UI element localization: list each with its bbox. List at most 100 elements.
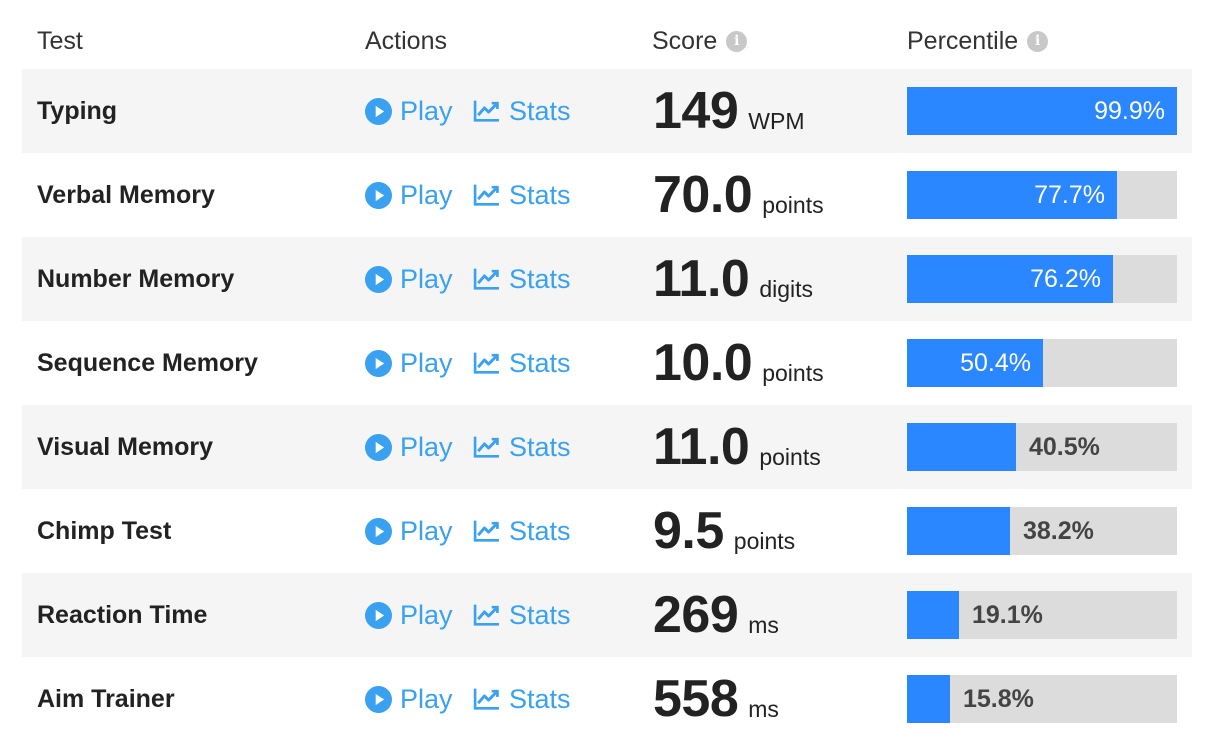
play-link[interactable]: Play: [365, 573, 453, 657]
line-chart-icon: [473, 604, 499, 626]
table-row: Reaction Time Play Stats 269 ms 19.1%: [22, 573, 1192, 657]
score-unit: ms: [748, 612, 779, 638]
play-label: Play: [400, 683, 453, 714]
play-link[interactable]: Play: [365, 237, 453, 321]
play-circle-icon: [365, 265, 392, 293]
percentile-bar-fill: [907, 507, 1010, 555]
percentile-label: 77.7%: [1034, 180, 1105, 209]
table-row: Typing Play Stats 149 WPM 99.9%: [22, 69, 1192, 153]
percentile-label: 15.8%: [963, 684, 1034, 713]
play-link[interactable]: Play: [365, 69, 453, 153]
percentile-bar-fill: [907, 171, 1117, 219]
percentile-bar: 77.7%: [907, 171, 1177, 219]
stats-label: Stats: [509, 263, 571, 294]
score-value: 70.0: [653, 166, 753, 224]
test-name: Aim Trainer: [37, 684, 175, 713]
play-circle-icon: [365, 97, 392, 125]
stats-label: Stats: [509, 515, 571, 546]
test-name: Typing: [37, 96, 118, 125]
header-actions: Actions: [365, 27, 447, 55]
percentile-bar-fill: [907, 423, 1016, 471]
test-name: Verbal Memory: [37, 180, 215, 209]
percentile-bar: 40.5%: [907, 423, 1177, 471]
test-name: Sequence Memory: [37, 348, 258, 377]
line-chart-icon: [473, 184, 499, 206]
stats-link[interactable]: Stats: [473, 489, 571, 573]
percentile-label: 40.5%: [1029, 432, 1100, 461]
table-row: Visual Memory Play Stats 11.0 points 40.…: [22, 405, 1192, 489]
play-link[interactable]: Play: [365, 657, 453, 741]
play-circle-icon: [365, 517, 392, 545]
table-row: Number Memory Play Stats 11.0 digits 76.…: [22, 237, 1192, 321]
play-label: Play: [400, 347, 453, 378]
line-chart-icon: [473, 520, 499, 542]
table-row: Chimp Test Play Stats 9.5 points 38.2%: [22, 489, 1192, 573]
play-circle-icon: [365, 433, 392, 461]
stats-link[interactable]: Stats: [473, 573, 571, 657]
percentile-bar: 38.2%: [907, 507, 1177, 555]
stats-link[interactable]: Stats: [473, 657, 571, 741]
test-name: Visual Memory: [37, 432, 214, 461]
percentile-label: 38.2%: [1023, 516, 1094, 545]
play-link[interactable]: Play: [365, 153, 453, 237]
line-chart-icon: [473, 268, 499, 290]
play-link[interactable]: Play: [365, 321, 453, 405]
percentile-bar: 15.8%: [907, 675, 1177, 723]
header-score-label: Score: [652, 27, 718, 55]
stats-label: Stats: [509, 599, 571, 630]
percentile-label: 19.1%: [972, 600, 1043, 629]
header-test: Test: [37, 27, 83, 55]
table-row: Aim Trainer Play Stats 558 ms 15.8%: [22, 657, 1192, 741]
score-unit: ms: [748, 696, 779, 722]
percentile-label: 50.4%: [960, 348, 1031, 377]
header-test-label: Test: [37, 27, 83, 55]
stats-link[interactable]: Stats: [473, 405, 571, 489]
stats-link[interactable]: Stats: [473, 69, 571, 153]
play-label: Play: [400, 263, 453, 294]
score-value: 9.5: [653, 502, 724, 560]
header-percentile: Percentile i: [907, 27, 1049, 55]
score: 149 WPM: [653, 69, 804, 153]
line-chart-icon: [473, 436, 499, 458]
play-link[interactable]: Play: [365, 489, 453, 573]
percentile-bar: 19.1%: [907, 591, 1177, 639]
score-unit: points: [762, 360, 824, 386]
stats-link[interactable]: Stats: [473, 153, 571, 237]
percentile-bar-fill: [907, 87, 1177, 135]
percentile-label: 76.2%: [1030, 264, 1101, 293]
stats-label: Stats: [509, 179, 571, 210]
info-icon[interactable]: i: [1027, 30, 1049, 52]
score-unit: digits: [759, 276, 814, 302]
play-label: Play: [400, 515, 453, 546]
score: 11.0 points: [653, 405, 821, 489]
results-table: Test Actions Score i Percentile i Typing…: [22, 0, 1192, 741]
play-circle-icon: [365, 181, 392, 209]
stats-label: Stats: [509, 683, 571, 714]
table-body: Typing Play Stats 149 WPM 99.9% Verbal M…: [22, 69, 1192, 741]
header-percentile-label: Percentile: [907, 27, 1019, 55]
info-icon[interactable]: i: [726, 30, 748, 52]
header-actions-label: Actions: [365, 27, 447, 55]
play-label: Play: [400, 95, 453, 126]
play-circle-icon: [365, 685, 392, 713]
stats-label: Stats: [509, 431, 571, 462]
score-value: 269: [653, 586, 739, 644]
percentile-label: 99.9%: [1094, 96, 1165, 125]
play-link[interactable]: Play: [365, 405, 453, 489]
stats-label: Stats: [509, 347, 571, 378]
play-label: Play: [400, 431, 453, 462]
percentile-bar: 99.9%: [907, 87, 1177, 135]
score-unit: points: [759, 444, 821, 470]
play-circle-icon: [365, 601, 392, 629]
score: 11.0 digits: [653, 237, 813, 321]
score-value: 149: [653, 82, 739, 140]
stats-link[interactable]: Stats: [473, 237, 571, 321]
table-row: Sequence Memory Play Stats 10.0 points 5…: [22, 321, 1192, 405]
stats-link[interactable]: Stats: [473, 321, 571, 405]
line-chart-icon: [473, 100, 499, 122]
play-label: Play: [400, 179, 453, 210]
score-value: 11.0: [653, 418, 750, 476]
header-score: Score i: [652, 27, 748, 55]
line-chart-icon: [473, 352, 499, 374]
score-value: 558: [653, 670, 739, 728]
